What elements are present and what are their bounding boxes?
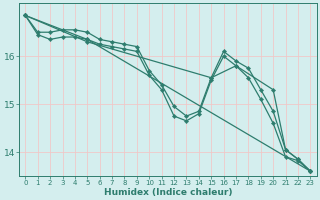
X-axis label: Humidex (Indice chaleur): Humidex (Indice chaleur) <box>104 188 232 197</box>
